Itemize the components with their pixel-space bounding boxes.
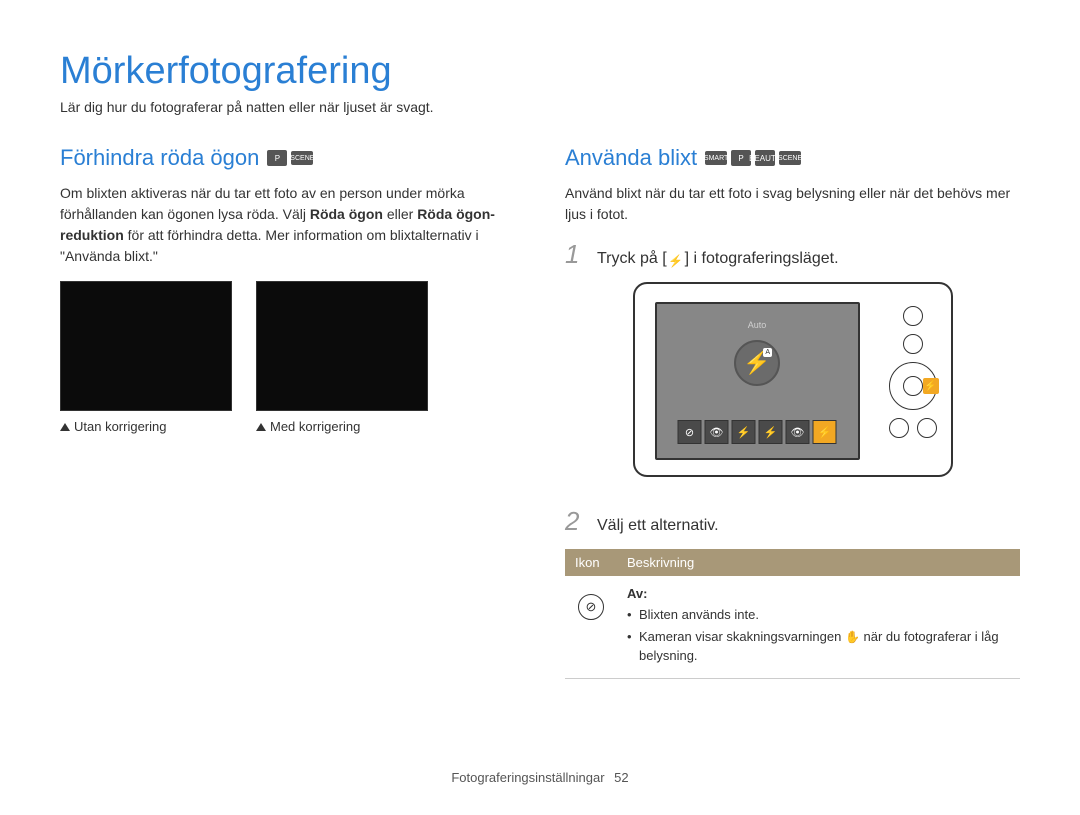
camera-diagram: Auto ⚡ A ⊘ 👁 ⚡ ⚡ 👁 ⚡ xyxy=(633,282,953,482)
step-2-text: Välj ett alternativ. xyxy=(597,517,719,535)
flash-option-auto[interactable]: ⚡ xyxy=(813,420,837,444)
row-desc-cell: Av: Blixten används inte. Kameran visar … xyxy=(617,576,1020,678)
flash-option-off[interactable]: ⊘ xyxy=(678,420,702,444)
options-table: Ikon Beskrivning ⊘ Av: Blixten används i… xyxy=(565,549,1020,679)
flash-marker-icon: ⚡ xyxy=(923,378,939,394)
right-heading: Använda blixt SMART P BEAUTY SCENE xyxy=(565,145,1020,171)
flash-option-redeye-fix[interactable]: 👁 xyxy=(786,420,810,444)
screen-center-icon: ⚡ A xyxy=(734,340,780,386)
camera-dpad[interactable]: ⚡ xyxy=(889,362,937,410)
para-bold-1: Röda ögon xyxy=(310,206,383,222)
left-column: Förhindra röda ögon P SCENE Om blixten a… xyxy=(60,145,515,679)
right-heading-text: Använda blixt xyxy=(565,145,697,171)
caption-text: Med korrigering xyxy=(270,419,360,434)
mode-icon-scene: SCENE xyxy=(291,151,313,165)
right-paragraph: Använd blixt när du tar ett foto i svag … xyxy=(565,183,1020,225)
flash-option-strip: ⊘ 👁 ⚡ ⚡ 👁 ⚡ xyxy=(678,420,837,444)
camera-side-controls: ⚡ xyxy=(889,306,937,438)
flash-icon: ⚡ xyxy=(667,253,685,269)
camera-button-bottom-1[interactable] xyxy=(889,418,909,438)
camera-screen: Auto ⚡ A ⊘ 👁 ⚡ ⚡ 👁 ⚡ xyxy=(655,302,860,460)
left-paragraph: Om blixten aktiveras när du tar ett foto… xyxy=(60,183,515,267)
row-label: Av: xyxy=(627,586,1010,601)
para-text: eller xyxy=(383,206,417,222)
right-column: Använda blixt SMART P BEAUTY SCENE Använ… xyxy=(565,145,1020,679)
left-heading-text: Förhindra röda ögon xyxy=(60,145,259,171)
camera-button-top-2[interactable] xyxy=(903,334,923,354)
th-desc: Beskrivning xyxy=(617,549,1020,576)
triangle-up-icon xyxy=(60,423,70,431)
dpad-center[interactable] xyxy=(903,376,923,396)
camera-button-bottom-2[interactable] xyxy=(917,418,937,438)
flash-off-icon: ⊘ xyxy=(578,594,604,620)
left-heading: Förhindra röda ögon P SCENE xyxy=(60,145,515,171)
camera-body: Auto ⚡ A ⊘ 👁 ⚡ ⚡ 👁 ⚡ xyxy=(633,282,953,477)
step-text-part: Tryck på [ xyxy=(597,250,667,267)
step-1: 1 Tryck på [⚡] i fotograferingsläget. xyxy=(565,239,1020,270)
row-icon-cell: ⊘ xyxy=(565,576,617,678)
table-row: ⊘ Av: Blixten används inte. Kameran visa… xyxy=(565,576,1020,678)
shake-warning-icon: ✋ xyxy=(845,628,860,646)
camera-button-top-1[interactable] xyxy=(903,306,923,326)
mode-icon-scene: SCENE xyxy=(779,151,801,165)
mode-icon-p: P xyxy=(731,150,751,166)
row-bullet-1: Blixten används inte. xyxy=(627,605,1010,625)
auto-badge: A xyxy=(763,348,772,357)
caption-after: Med korrigering xyxy=(256,419,428,434)
step-1-text: Tryck på [⚡] i fotograferingsläget. xyxy=(597,250,839,269)
row-bullet-2: Kameran visar skakningsvarningen ✋ när d… xyxy=(627,627,1010,666)
step-text-part: ] i fotograferingsläget. xyxy=(685,250,839,267)
step-2: 2 Välj ett alternativ. xyxy=(565,506,1020,537)
caption-text: Utan korrigering xyxy=(74,419,167,434)
screen-auto-label: Auto xyxy=(748,320,767,330)
example-after: Med korrigering xyxy=(256,281,428,434)
caption-before: Utan korrigering xyxy=(60,419,232,434)
flash-option-fill[interactable]: ⚡ xyxy=(732,420,756,444)
page-subtitle: Lär dig hur du fotograferar på natten el… xyxy=(60,99,1020,115)
triangle-up-icon xyxy=(256,423,266,431)
mode-icon-beauty: BEAUTY xyxy=(755,150,775,166)
footer-label: Fotograferingsinställningar xyxy=(451,770,604,785)
mode-icon-smart: SMART xyxy=(705,151,727,165)
page-title: Mörkerfotografering xyxy=(60,50,1020,93)
mode-icon-p: P xyxy=(267,150,287,166)
example-before: Utan korrigering xyxy=(60,281,232,434)
th-icon: Ikon xyxy=(565,549,617,576)
step-number-2: 2 xyxy=(565,506,587,537)
flash-option-slow[interactable]: ⚡ xyxy=(759,420,783,444)
page-number: 52 xyxy=(614,770,628,785)
bullet-text: Kameran visar skakningsvarningen xyxy=(639,629,845,644)
step-number-1: 1 xyxy=(565,239,587,270)
page-footer: Fotograferingsinställningar 52 xyxy=(0,770,1080,785)
image-placeholder-after xyxy=(256,281,428,411)
image-placeholder-before xyxy=(60,281,232,411)
flash-option-redeye[interactable]: 👁 xyxy=(705,420,729,444)
